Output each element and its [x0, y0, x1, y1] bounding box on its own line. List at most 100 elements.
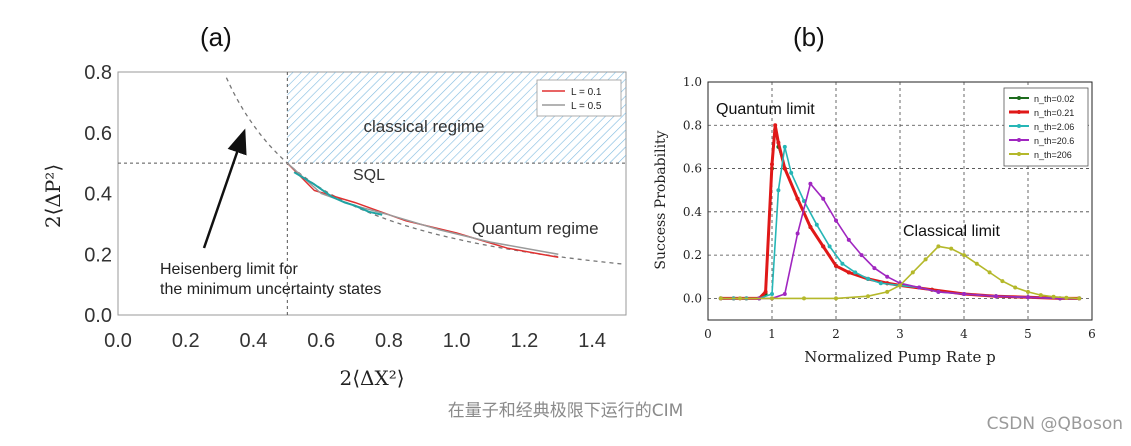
- annotation-heisenberg-2: the minimum uncertainty states: [160, 281, 381, 298]
- x-tick-a: 1.0: [443, 330, 471, 352]
- y-axis-label-b: Success Probability: [653, 130, 669, 269]
- y-tick-a: 0.2: [84, 244, 112, 266]
- legend-a-box: [536, 79, 622, 117]
- series-b-point: [872, 266, 877, 271]
- series-b-point: [885, 274, 890, 279]
- series-b-point: [821, 196, 826, 201]
- x-tick-b: 0: [704, 327, 712, 341]
- series-b-point: [795, 196, 800, 201]
- panel-b-label: (b): [793, 22, 825, 52]
- series-b-point: [1000, 279, 1005, 284]
- x-tick-a: 0.4: [240, 330, 268, 352]
- x-tick-a: 0.8: [375, 330, 403, 352]
- series-b-point: [936, 289, 941, 294]
- watermark: CSDN @QBoson: [986, 414, 1123, 434]
- series-b-point: [962, 292, 966, 296]
- series-b-point: [776, 140, 781, 145]
- series-b-point: [770, 292, 774, 296]
- series-b-point: [974, 261, 979, 266]
- chart-a: 0.0 0.2 0.4 0.6 0.8 1.0 1.2 1.4 0.0 0.2 0.4 0.6 0.8 2…: [41, 62, 627, 390]
- x-tick-b: 6: [1088, 327, 1096, 341]
- series-b-point: [795, 231, 800, 236]
- figure-caption: 在量子和经典极限下运行的CIM: [447, 401, 684, 421]
- series-b-point: [962, 253, 966, 258]
- series-b-point: [782, 166, 787, 171]
- legend-a-entry: L = 0.5: [571, 101, 602, 112]
- y-tick-b: 0.8: [683, 118, 702, 132]
- series-b-point: [1077, 296, 1082, 301]
- legend-b-entry: n_th=20.6: [1034, 136, 1074, 146]
- series-b-point: [840, 261, 845, 266]
- series-b-point: [866, 276, 870, 281]
- series-b-point: [846, 270, 851, 275]
- x-tick-a: 1.4: [578, 330, 606, 352]
- series-b-point: [808, 225, 813, 229]
- chart-b: 0 1 2 3 4 5 6 0.0 0.2 0.4 0.6 0.8 1.0 Normalized Pump…: [653, 75, 1096, 366]
- legend-b-entry: n_th=2.06: [1034, 122, 1074, 132]
- legend-b-marker: [1017, 152, 1021, 156]
- series-b-point: [923, 257, 928, 262]
- legend-b-marker: [1017, 124, 1021, 128]
- series-b-point: [936, 244, 941, 249]
- panel-a-label: (a): [200, 22, 232, 52]
- y-tick-b: 0.2: [683, 248, 702, 262]
- series-b-point: [834, 218, 838, 223]
- series-b-point: [949, 246, 954, 251]
- legend-b-marker: [1017, 110, 1021, 114]
- series-b-point: [763, 289, 768, 294]
- series-b-point: [834, 263, 838, 268]
- y-tick-a: 0.8: [84, 62, 112, 84]
- series-b-point: [866, 294, 870, 299]
- series-b-point: [738, 296, 742, 301]
- series-b-point: [1051, 294, 1056, 299]
- annotation-quantum-limit: Quantum limit: [716, 101, 815, 118]
- y-tick-b: 0.0: [683, 291, 702, 305]
- x-tick-a: 0.2: [172, 330, 200, 352]
- series-b-point: [770, 296, 774, 301]
- x-tick-b: 4: [960, 327, 968, 341]
- series-b-4: [720, 245, 1080, 300]
- series-b-point: [782, 144, 787, 149]
- series-b-point: [834, 296, 838, 301]
- series-b-point: [910, 270, 915, 275]
- series-b-point: [885, 289, 890, 294]
- legend-b-entry: n_th=206: [1034, 150, 1072, 160]
- heisenberg-arrow: [202, 128, 247, 249]
- annotation-classical-regime: classical regime: [364, 117, 485, 136]
- series-b-point: [808, 181, 813, 186]
- series-b-point: [770, 162, 774, 167]
- series-b-point: [987, 270, 992, 275]
- series-b-point: [821, 244, 826, 249]
- legend-b-entry: n_th=0.21: [1034, 108, 1074, 118]
- series-b-point: [773, 123, 778, 128]
- y-tick-b: 1.0: [683, 75, 702, 89]
- legend-b-entry: n_th=0.02: [1034, 94, 1074, 104]
- x-tick-b: 1: [768, 327, 776, 341]
- series-a-1: [286, 162, 559, 256]
- series-b-point: [827, 244, 832, 249]
- series-b-point: [789, 170, 794, 175]
- y-tick-b: 0.4: [683, 205, 702, 219]
- y-tick-a: 0.0: [84, 305, 112, 327]
- x-tick-a: 1.2: [510, 330, 538, 352]
- series-b-point: [853, 270, 858, 275]
- annotation-sql: SQL: [353, 167, 385, 184]
- series-b-point: [898, 283, 902, 288]
- x-axis-label-a: 2⟨ΔX²⟩: [339, 366, 404, 390]
- series-b-point: [718, 296, 723, 301]
- series-a-0: [286, 162, 559, 259]
- series-b-point: [859, 253, 864, 258]
- annotation-classical-limit: Classical limit: [903, 223, 1000, 240]
- legend-a-entry: L = 0.1: [571, 87, 602, 98]
- x-axis-label-b: Normalized Pump Rate p: [804, 348, 995, 366]
- x-tick-b: 5: [1024, 327, 1032, 341]
- y-tick-b: 0.6: [683, 162, 702, 176]
- x-tick-b: 3: [896, 327, 904, 341]
- legend-b-marker: [1017, 138, 1021, 142]
- legend-b-marker: [1017, 96, 1021, 100]
- series-b-point: [1013, 285, 1018, 290]
- series-b-point: [917, 285, 922, 290]
- series-b-point: [802, 296, 806, 301]
- series-b-point: [846, 237, 851, 242]
- y-axis-label-a: 2⟨ΔP²⟩: [41, 164, 65, 228]
